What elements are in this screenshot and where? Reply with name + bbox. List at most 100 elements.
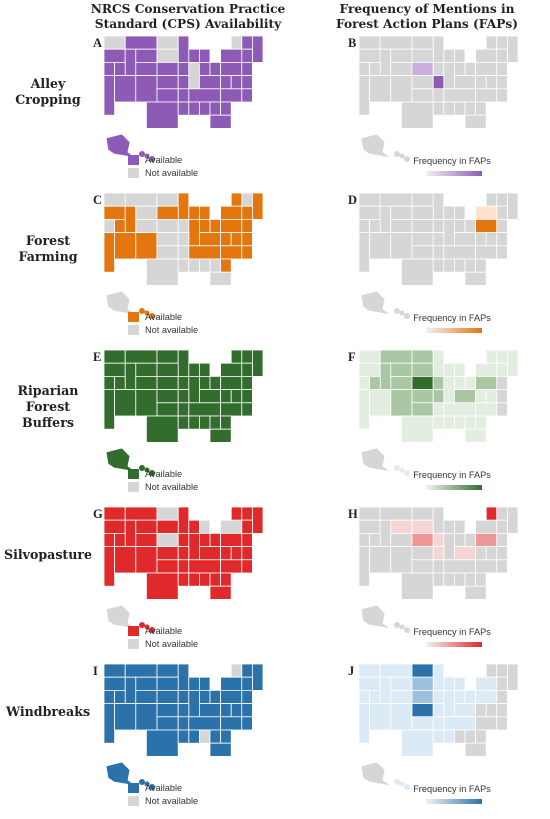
state-sc — [475, 572, 487, 587]
state-vt — [485, 192, 498, 207]
legend-available-label: Available — [145, 626, 183, 636]
state-la — [432, 101, 445, 116]
state-hi-island-2 — [399, 467, 405, 473]
state-vt — [230, 35, 243, 50]
state-ia — [177, 61, 190, 76]
state-ne — [156, 532, 179, 547]
state-nh — [496, 35, 508, 50]
state-wy — [135, 205, 158, 220]
state-ok — [156, 402, 179, 417]
state-ga — [209, 415, 222, 430]
state-ks — [411, 232, 434, 247]
state-il — [443, 375, 455, 404]
state-me — [506, 192, 519, 220]
state-wv — [220, 546, 232, 561]
state-me — [251, 35, 264, 63]
state-wi — [443, 205, 455, 220]
state-ms — [188, 729, 200, 744]
state-al — [199, 101, 211, 116]
legend-not-available-label: Not available — [145, 168, 199, 178]
state-fl — [209, 585, 232, 600]
state-hi-island-2 — [144, 467, 150, 473]
state-ga — [209, 729, 222, 744]
state-ut — [114, 689, 126, 704]
state-co — [390, 61, 413, 76]
state-ga — [464, 258, 477, 273]
state-ct — [241, 375, 253, 390]
state-oh — [464, 375, 477, 390]
state-hi-island-3 — [404, 470, 410, 476]
state-vt — [485, 663, 498, 678]
state-va — [230, 232, 243, 247]
row-title: Riparian Forest Buffers — [17, 383, 79, 430]
state-il — [443, 61, 455, 90]
panel-letter-right: J — [348, 664, 355, 678]
state-il — [188, 218, 200, 247]
state-hi-island-3 — [404, 156, 410, 162]
state-nj — [241, 703, 253, 718]
state-ut — [369, 532, 381, 547]
state-ar — [432, 88, 445, 103]
state-oh — [464, 689, 477, 704]
state-mt — [124, 192, 158, 207]
legend-swatch-available — [128, 783, 139, 793]
state-or — [358, 205, 381, 220]
legend-frequency-label: Frequency in FAPs — [413, 313, 491, 323]
state-nd — [156, 349, 179, 364]
state-nj — [241, 546, 253, 561]
state-md — [496, 402, 508, 417]
state-nc — [220, 716, 243, 731]
state-ar — [432, 559, 445, 574]
state-wa — [103, 349, 126, 364]
legend-swatch-not-available — [128, 639, 139, 649]
state-ok — [156, 88, 179, 103]
state-ga — [464, 729, 477, 744]
state-sc — [220, 258, 232, 273]
state-mo — [177, 546, 190, 561]
state-tx — [401, 572, 434, 600]
state-or — [103, 205, 126, 220]
state-oh — [209, 375, 222, 390]
state-nh — [241, 349, 253, 364]
legend-frequency-label: Frequency in FAPs — [413, 470, 491, 480]
state-co — [135, 61, 158, 76]
state-mn — [177, 663, 190, 691]
state-nj — [496, 232, 508, 247]
state-me — [506, 506, 519, 534]
state-ms — [188, 415, 200, 430]
state-sd — [156, 48, 179, 63]
state-ny — [475, 519, 498, 534]
state-wa — [358, 192, 381, 207]
state-tx — [146, 572, 179, 600]
state-id — [379, 362, 392, 390]
availability-map — [103, 349, 264, 476]
state-ar — [432, 402, 445, 417]
state-ok — [156, 716, 179, 731]
legend-not-available: Not available — [128, 168, 198, 178]
state-az — [369, 389, 392, 417]
state-fl — [209, 114, 232, 129]
state-tx — [146, 415, 179, 443]
state-nm — [135, 75, 158, 103]
state-fl — [209, 271, 232, 286]
state-ma — [241, 362, 253, 377]
state-co — [135, 375, 158, 390]
legend-available: Available — [128, 783, 182, 793]
state-id — [379, 205, 392, 233]
legend-available: Available — [128, 469, 182, 479]
frequency-map — [358, 35, 519, 162]
state-ga — [464, 415, 477, 430]
state-hi-island-2 — [144, 781, 150, 787]
state-vt — [230, 349, 243, 364]
legend-frequency-gradient — [426, 328, 482, 333]
state-wv — [475, 75, 487, 90]
state-ar — [177, 716, 190, 731]
row-title: Windbreaks — [5, 704, 91, 719]
state-ut — [369, 375, 381, 390]
state-ak — [360, 447, 392, 473]
state-wi — [443, 519, 455, 534]
state-ga — [464, 572, 477, 587]
legend-swatch-not-available — [128, 168, 139, 178]
state-nj — [496, 703, 508, 718]
state-ny — [475, 205, 498, 220]
